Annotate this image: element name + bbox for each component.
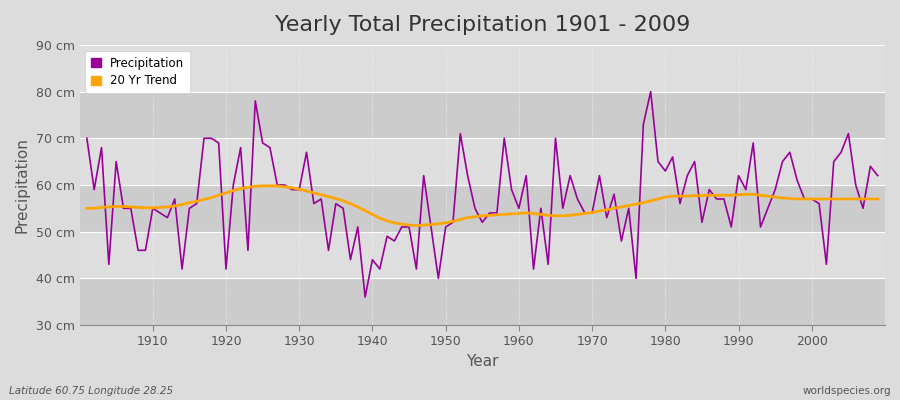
Y-axis label: Precipitation: Precipitation <box>15 137 30 233</box>
X-axis label: Year: Year <box>466 354 499 369</box>
Bar <box>79 232 885 278</box>
Bar <box>79 185 885 232</box>
Bar <box>79 45 885 92</box>
Text: worldspecies.org: worldspecies.org <box>803 386 891 396</box>
Bar <box>79 92 885 138</box>
Bar <box>79 138 885 185</box>
Text: Latitude 60.75 Longitude 28.25: Latitude 60.75 Longitude 28.25 <box>9 386 173 396</box>
Title: Yearly Total Precipitation 1901 - 2009: Yearly Total Precipitation 1901 - 2009 <box>274 15 690 35</box>
Bar <box>79 278 885 325</box>
Legend: Precipitation, 20 Yr Trend: Precipitation, 20 Yr Trend <box>86 51 190 93</box>
